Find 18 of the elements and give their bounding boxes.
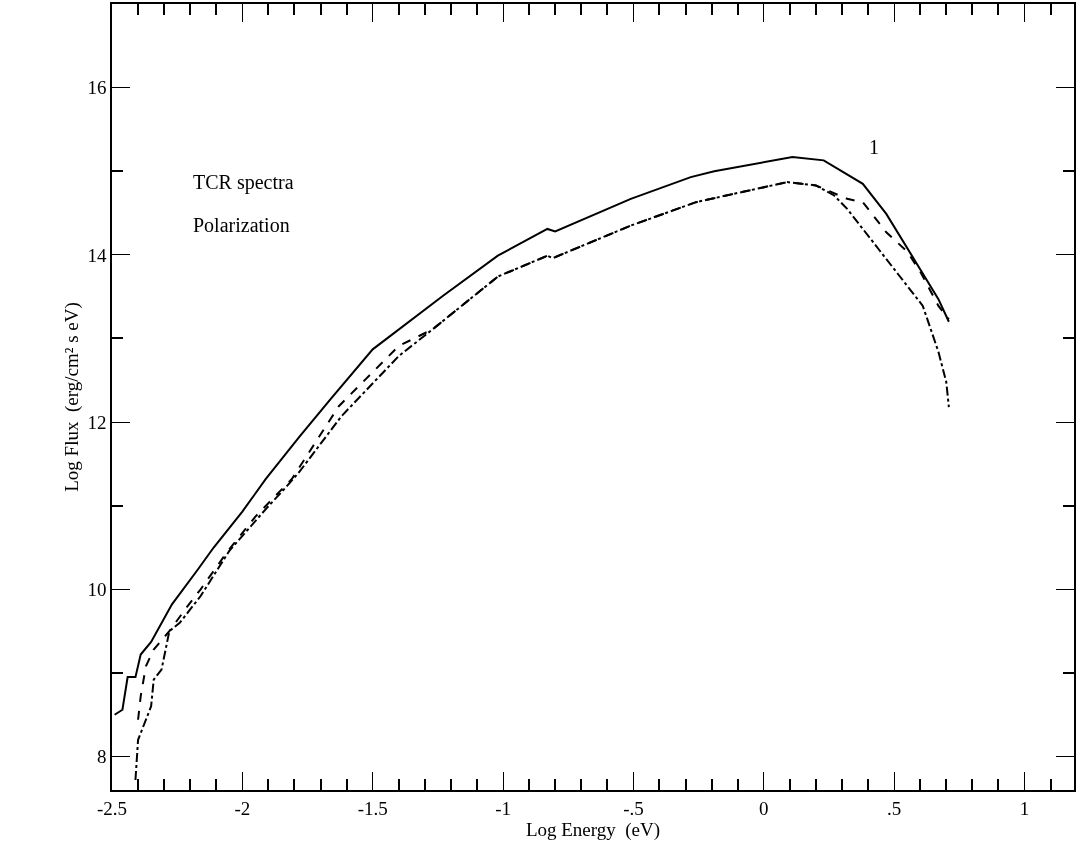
y-tick-label: 8 (96, 746, 107, 768)
x-tick-label: -1.5 (357, 797, 388, 819)
x-tick-label: 1 (1019, 797, 1030, 819)
y-axis-title: Log Flux (erg/cm² s eV) (60, 302, 83, 492)
annotation: 1 (869, 136, 879, 158)
x-tick-label: .5 (886, 797, 902, 819)
x-tick-label: -2.5 (96, 797, 128, 819)
annotation: Polarization (193, 214, 290, 236)
y-tick-label: 12 (87, 411, 107, 433)
x-axis-title: Log Energy (eV) (525, 818, 661, 841)
y-tick-label: 16 (87, 77, 107, 99)
x-tick-label: 0 (759, 797, 769, 819)
x-tick-label: -1 (495, 797, 511, 819)
x-tick-label: -2 (234, 797, 251, 819)
y-tick-label: 10 (87, 578, 107, 600)
x-tick-label: -.5 (623, 797, 644, 819)
y-tick-label: 14 (87, 244, 107, 266)
annotation: TCR spectra (193, 171, 294, 194)
